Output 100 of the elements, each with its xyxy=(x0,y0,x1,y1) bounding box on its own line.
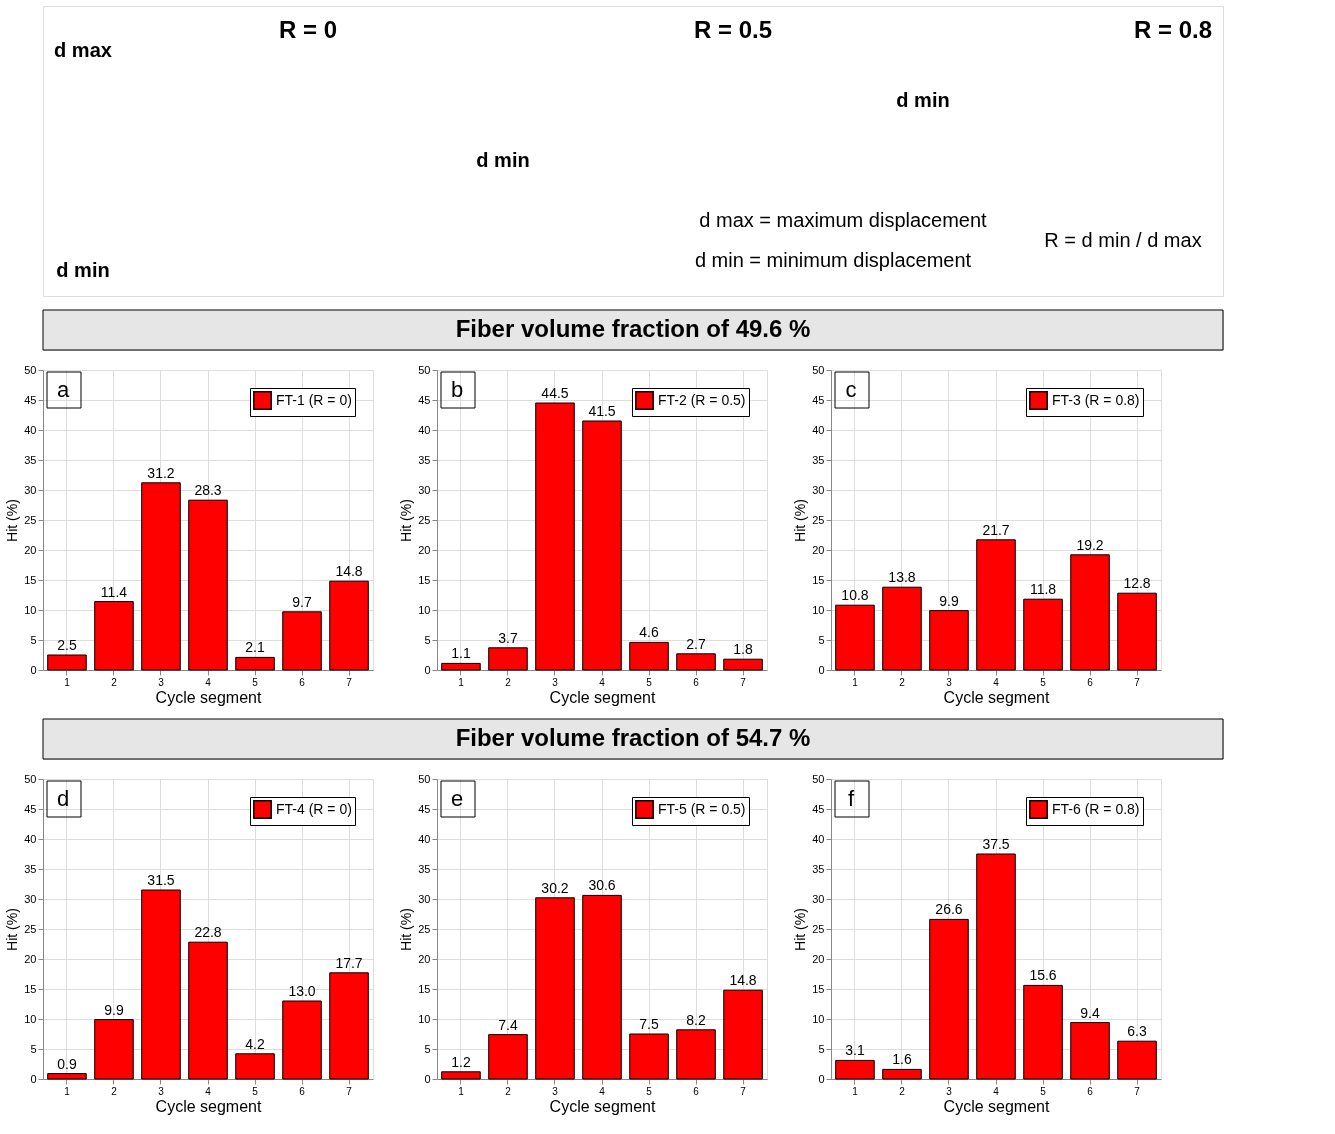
bar xyxy=(723,658,763,671)
annotation: c xyxy=(845,377,857,402)
y-axis-title: Hit (%) xyxy=(4,908,21,951)
data-label: 8.2 xyxy=(686,1011,706,1028)
data-label: 7.5 xyxy=(639,1016,659,1032)
y-tick-label: 50 xyxy=(24,363,37,376)
data-label: 14.8 xyxy=(729,972,757,989)
data-label: 10.8 xyxy=(841,587,869,604)
legend-label: FT-6 (R = 0.8) xyxy=(1052,800,1140,817)
text: d min xyxy=(56,259,110,281)
y-tick-label: 40 xyxy=(812,832,825,845)
data-label: 22.8 xyxy=(194,924,222,941)
data-label: 30.2 xyxy=(541,879,569,896)
bar xyxy=(582,420,622,671)
data-label: 21.7 xyxy=(982,521,1010,538)
legend-label: FT-4 (R = 0) xyxy=(276,800,352,817)
bar xyxy=(976,853,1016,1080)
bar xyxy=(929,918,969,1080)
x-tick-label: 7 xyxy=(1134,1085,1141,1097)
bar xyxy=(441,662,481,671)
text: R = 0 xyxy=(278,16,338,43)
y-tick-label: 30 xyxy=(812,892,825,905)
y-axis-title: Hit (%) xyxy=(4,499,21,542)
x-tick-label: 1 xyxy=(64,1085,71,1097)
data-label: 15.6 xyxy=(1029,967,1057,984)
x-tick-label: 1 xyxy=(64,676,71,688)
y-tick-label: 25 xyxy=(24,922,37,935)
data-label: 3.1 xyxy=(845,1042,865,1059)
x-tick-label: 3 xyxy=(158,676,165,688)
data-label: 28.3 xyxy=(194,482,222,499)
data-label: 41.5 xyxy=(588,403,616,419)
legend-label: FT-3 (R = 0.8) xyxy=(1052,391,1140,408)
x-tick-label: 3 xyxy=(552,1085,559,1097)
text: d max xyxy=(54,39,112,61)
bar xyxy=(441,1071,481,1080)
text: d min xyxy=(896,89,950,111)
annotation: b xyxy=(450,377,464,402)
bar xyxy=(94,601,134,671)
x-tick-label: 2 xyxy=(899,676,906,688)
data-label: 30.6 xyxy=(588,877,616,894)
x-tick-label: 7 xyxy=(346,676,353,688)
x-tick-label: 3 xyxy=(946,676,953,688)
y-tick-label: 35 xyxy=(24,862,37,875)
x-tick-label: 7 xyxy=(740,676,747,688)
x-tick-label: 1 xyxy=(458,1085,465,1097)
bar xyxy=(1023,598,1063,671)
y-axis-title: Hit (%) xyxy=(792,908,809,951)
data-label: 11.4 xyxy=(100,583,128,600)
bar xyxy=(329,580,369,671)
data-label: 13.8 xyxy=(888,569,916,586)
y-tick-label: 0 xyxy=(424,1072,431,1085)
bar xyxy=(282,1000,322,1080)
bar xyxy=(676,1029,716,1080)
bar xyxy=(141,482,181,671)
x-tick-label: 6 xyxy=(1087,676,1094,688)
x-tick-label: 6 xyxy=(299,676,306,688)
y-tick-label: 15 xyxy=(24,573,37,586)
bar xyxy=(882,586,922,671)
y-tick-label: 15 xyxy=(812,982,825,995)
y-tick-label: 10 xyxy=(418,1012,431,1025)
annotation: f xyxy=(847,786,855,811)
x-axis-title: Cycle segment xyxy=(155,688,262,706)
y-tick-label: 5 xyxy=(30,1042,37,1055)
data-label: 12.8 xyxy=(1123,575,1151,592)
bar xyxy=(835,604,875,671)
x-tick-label: 5 xyxy=(1040,676,1047,688)
y-tick-label: 20 xyxy=(24,952,37,965)
legend-label: FT-1 (R = 0) xyxy=(276,391,352,408)
y-tick-label: 50 xyxy=(812,363,825,376)
y-tick-label: 35 xyxy=(418,453,431,466)
y-tick-label: 40 xyxy=(812,423,825,436)
annotation: e xyxy=(450,786,464,811)
y-tick-label: 30 xyxy=(24,483,37,496)
x-tick-label: 7 xyxy=(346,1085,353,1097)
y-tick-label: 10 xyxy=(24,1012,37,1025)
y-tick-label: 5 xyxy=(818,633,825,646)
text: Fiber volume fraction of 49.6 % xyxy=(455,315,811,342)
data-label: 1.2 xyxy=(451,1053,471,1070)
x-tick-label: 7 xyxy=(740,1085,747,1097)
y-tick-label: 40 xyxy=(24,832,37,845)
bar xyxy=(47,1073,87,1080)
y-tick-label: 35 xyxy=(418,862,431,875)
legend-label: FT-2 (R = 0.5) xyxy=(658,391,746,408)
y-tick-label: 5 xyxy=(30,633,37,646)
text: d min = minimum displacement xyxy=(694,249,972,271)
y-tick-label: 20 xyxy=(812,543,825,556)
data-label: 1.6 xyxy=(892,1051,912,1068)
bar xyxy=(535,897,575,1080)
data-label: 1.8 xyxy=(733,641,753,658)
legend-label: FT-5 (R = 0.5) xyxy=(658,800,746,817)
bar xyxy=(629,641,669,671)
x-tick-label: 4 xyxy=(993,1085,1000,1097)
x-axis-title: Cycle segment xyxy=(943,1097,1050,1115)
y-tick-label: 0 xyxy=(818,1072,825,1085)
y-tick-label: 40 xyxy=(24,423,37,436)
text: d min xyxy=(476,149,530,171)
annotation: a xyxy=(56,377,70,402)
bar xyxy=(329,972,369,1080)
y-tick-label: 25 xyxy=(812,922,825,935)
bar xyxy=(929,610,969,671)
